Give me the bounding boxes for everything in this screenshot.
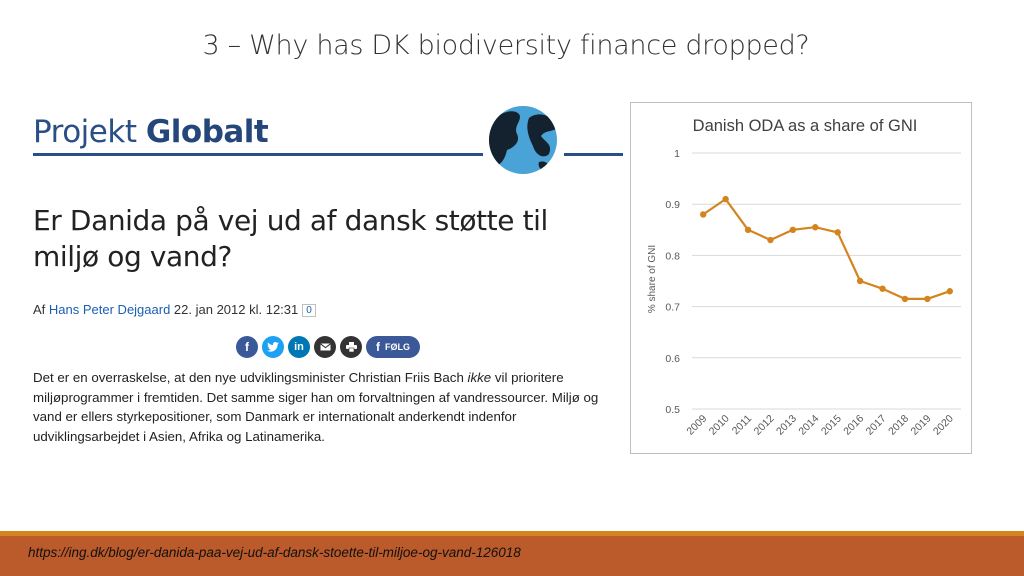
comment-count-badge[interactable]: 0 bbox=[302, 304, 316, 317]
slide-title: 3 – Why has DK biodiversity finance drop… bbox=[202, 30, 810, 61]
data-point bbox=[901, 295, 909, 303]
oda-series-points bbox=[700, 195, 953, 303]
data-point bbox=[812, 224, 819, 231]
linkedin-icon[interactable]: in bbox=[288, 336, 310, 358]
x-tick-label: 2014 bbox=[796, 413, 821, 438]
y-tick-label: 0.6 bbox=[665, 353, 680, 365]
footer-accent-bar bbox=[0, 531, 1024, 536]
data-point bbox=[700, 211, 707, 218]
y-tick-label: 1 bbox=[674, 148, 680, 160]
data-point bbox=[744, 226, 752, 233]
y-tick-label: 0.5 bbox=[665, 404, 680, 416]
byline-prefix: Af bbox=[33, 302, 49, 317]
source-url[interactable]: https://ing.dk/blog/er-danida-paa-vej-ud… bbox=[28, 545, 521, 560]
article-body: Det er en overraskelse, at den nye udvik… bbox=[33, 368, 613, 446]
chart-gridlines bbox=[692, 152, 961, 410]
x-tick-label: 2012 bbox=[752, 413, 777, 438]
oda-chart: Danish ODA as a share of GNI % share of … bbox=[630, 102, 972, 454]
data-point bbox=[722, 195, 729, 203]
oda-series-line bbox=[702, 198, 951, 300]
data-point bbox=[879, 285, 886, 292]
y-axis-label: % share of GNI bbox=[647, 245, 658, 313]
footer-bar: https://ing.dk/blog/er-danida-paa-vej-ud… bbox=[0, 536, 1024, 576]
data-point bbox=[789, 226, 797, 233]
x-tick-label: 2010 bbox=[707, 413, 732, 438]
globe-icon bbox=[489, 106, 557, 174]
data-point bbox=[946, 288, 953, 295]
body-text-part-1: Det er en overraskelse, at den nye udvik… bbox=[33, 370, 468, 385]
x-axis-ticks: 2009201020112012201320142015201620172018… bbox=[684, 413, 956, 438]
x-tick-label: 2016 bbox=[841, 413, 866, 438]
data-point bbox=[767, 236, 774, 244]
y-axis-ticks: 0.5 0.6 0.7 0.8 0.9 1 bbox=[665, 148, 680, 416]
follow-facebook-icon: f bbox=[376, 340, 380, 354]
x-tick-label: 2011 bbox=[730, 413, 755, 438]
print-icon[interactable] bbox=[340, 336, 362, 358]
article-screenshot: Projekt Globalt Er Danida på vej ud af d… bbox=[33, 100, 623, 450]
x-tick-label: 2019 bbox=[908, 413, 933, 438]
data-point bbox=[856, 277, 864, 285]
brand-divider-left bbox=[33, 153, 483, 156]
facebook-icon[interactable]: f bbox=[236, 336, 258, 358]
y-tick-label: 0.8 bbox=[665, 250, 680, 262]
share-toolbar: f in f FØLG bbox=[236, 336, 420, 358]
byline: Af Hans Peter Dejgaard 22. jan 2012 kl. … bbox=[33, 302, 316, 317]
y-tick-label: 0.9 bbox=[665, 199, 680, 211]
email-icon[interactable] bbox=[314, 336, 336, 358]
body-text-part-2: vil prioritere miljøprogrammer i fremtid… bbox=[33, 370, 599, 444]
chart-title: Danish ODA as a share of GNI bbox=[693, 117, 918, 135]
oda-chart-svg: Danish ODA as a share of GNI % share of … bbox=[647, 117, 961, 438]
x-tick-label: 2009 bbox=[684, 413, 709, 438]
data-point bbox=[924, 295, 931, 303]
article-headline: Er Danida på vej ud af dansk støtte til … bbox=[33, 204, 548, 273]
x-tick-label: 2020 bbox=[931, 413, 956, 438]
twitter-icon[interactable] bbox=[262, 336, 284, 358]
data-point bbox=[834, 229, 841, 236]
follow-button[interactable]: f FØLG bbox=[366, 336, 420, 358]
x-tick-label: 2015 bbox=[819, 413, 844, 438]
author-link[interactable]: Hans Peter Dejgaard bbox=[48, 302, 171, 317]
brand-logo[interactable]: Projekt Globalt bbox=[33, 114, 269, 150]
publish-date: 22. jan 2012 kl. 12:31 bbox=[170, 302, 299, 317]
brand-divider-right bbox=[564, 153, 623, 156]
body-text-emphasis: ikke bbox=[467, 370, 492, 385]
brand-bold-text: Globalt bbox=[145, 114, 269, 150]
brand-light-text: Projekt bbox=[33, 114, 146, 150]
y-tick-label: 0.7 bbox=[665, 302, 680, 314]
follow-label: FØLG bbox=[385, 342, 410, 352]
x-tick-label: 2013 bbox=[774, 413, 799, 438]
x-tick-label: 2017 bbox=[864, 413, 889, 438]
x-tick-label: 2018 bbox=[886, 413, 911, 438]
